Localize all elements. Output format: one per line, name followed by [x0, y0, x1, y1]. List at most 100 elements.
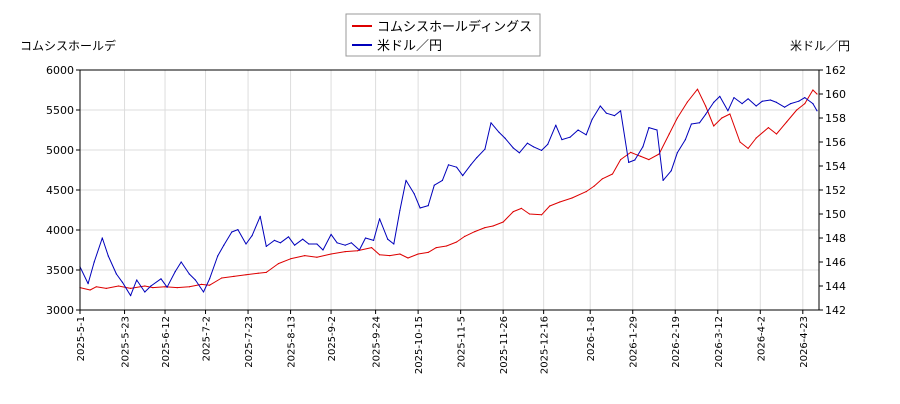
data-point-usdjpy: [294, 244, 296, 246]
data-point-stock: [816, 93, 818, 95]
data-point-stock: [601, 178, 604, 180]
data-point-stock: [200, 283, 203, 285]
data-point-usdjpy: [217, 255, 219, 257]
data-point-usdjpy: [399, 209, 401, 211]
data-point-stock: [427, 251, 429, 253]
data-point-stock: [188, 286, 190, 288]
data-point-stock: [316, 256, 318, 258]
x-tick-label: 2025-5-1: [76, 316, 87, 361]
data-point-usdjpy: [202, 291, 205, 293]
data-point-usdjpy: [279, 242, 281, 244]
data-point-usdjpy: [561, 139, 563, 141]
data-point-usdjpy: [330, 233, 332, 235]
data-point-usdjpy: [93, 261, 95, 263]
data-point-usdjpy: [130, 295, 132, 297]
legend-label-usdjpy: 米ドル／円: [377, 39, 442, 54]
data-point-usdjpy: [784, 106, 786, 108]
data-point-usdjpy: [115, 273, 117, 275]
data-point-usdjpy: [547, 143, 549, 145]
data-point-usdjpy: [812, 103, 814, 105]
data-point-usdjpy: [287, 236, 290, 238]
right-tick-label: 162: [825, 64, 846, 77]
x-tick-label: 2026-1-29: [629, 316, 640, 368]
data-point-stock: [593, 185, 595, 187]
data-point-stock: [812, 89, 814, 91]
data-point-stock: [541, 214, 543, 216]
x-tick-label: 2025-12-16: [540, 316, 551, 374]
right-tick-label: 142: [825, 304, 846, 317]
data-point-stock: [95, 286, 97, 288]
data-point-stock: [164, 286, 166, 288]
data-point-stock: [512, 211, 514, 213]
data-point-stock: [117, 285, 120, 287]
x-tick-label: 2026-4-23: [799, 316, 810, 368]
data-point-usdjpy: [698, 122, 701, 124]
data-point-usdjpy: [662, 179, 664, 181]
data-point-usdjpy: [555, 124, 557, 126]
data-point-usdjpy: [577, 129, 579, 131]
data-point-stock: [152, 287, 154, 289]
data-point-usdjpy: [719, 95, 721, 97]
data-point-stock: [676, 117, 678, 119]
data-point-usdjpy: [656, 129, 658, 131]
grid: [79, 69, 819, 311]
x-tick-label: 2025-11-5: [457, 316, 468, 368]
data-point-usdjpy: [237, 229, 239, 231]
x-tick-label: 2025-5-23: [121, 316, 132, 368]
data-point-usdjpy: [690, 123, 693, 125]
data-point-usdjpy: [798, 100, 800, 102]
data-point-stock: [407, 257, 409, 259]
data-point-usdjpy: [613, 115, 616, 117]
data-point-usdjpy: [188, 273, 190, 275]
left-tick-label: 3000: [46, 304, 74, 317]
right-tick-label: 154: [825, 160, 846, 173]
right-tick-label: 152: [825, 184, 846, 197]
left-tick-label: 3500: [46, 264, 74, 277]
data-point-usdjpy: [532, 146, 535, 148]
data-point-usdjpy: [302, 238, 304, 240]
data-point-stock: [721, 117, 723, 119]
data-point-usdjpy: [308, 243, 310, 245]
data-point-stock: [257, 272, 259, 274]
data-point-usdjpy: [231, 231, 233, 233]
right-tick-label: 156: [825, 136, 846, 149]
data-point-usdjpy: [470, 164, 472, 166]
data-point-stock: [304, 255, 306, 257]
data-point-usdjpy: [194, 279, 196, 281]
data-point-usdjpy: [427, 205, 429, 207]
data-point-stock: [520, 207, 523, 209]
data-point-stock: [330, 253, 332, 255]
data-point-usdjpy: [620, 110, 622, 112]
data-point-usdjpy: [447, 164, 450, 166]
data-point-usdjpy: [605, 112, 608, 114]
data-point-stock: [176, 287, 178, 289]
x-tick-label: 2026-3-12: [714, 316, 725, 368]
data-point-stock: [492, 225, 494, 227]
data-point-stock: [389, 255, 391, 257]
data-point-stock: [464, 235, 466, 237]
data-point-stock: [130, 287, 132, 289]
data-point-usdjpy: [484, 148, 486, 150]
data-point-stock: [630, 151, 632, 153]
x-tick-label: 2025-11-26: [499, 316, 510, 374]
data-point-usdjpy: [174, 271, 176, 273]
x-tick-label: 2026-2-19: [671, 316, 682, 368]
data-point-usdjpy: [476, 157, 478, 159]
right-tick-label: 150: [825, 208, 846, 221]
x-tick-label: 2025-8-13: [287, 316, 298, 368]
data-point-stock: [729, 113, 731, 115]
series-layer: [79, 88, 818, 297]
data-point-usdjpy: [569, 136, 571, 138]
data-point-stock: [144, 285, 146, 287]
data-point-usdjpy: [373, 239, 375, 241]
data-point-usdjpy: [684, 139, 687, 141]
data-point-usdjpy: [107, 255, 109, 257]
data-point-stock: [456, 241, 458, 243]
data-point-stock: [277, 263, 279, 265]
data-point-usdjpy: [498, 131, 500, 133]
legend: コムシスホールディングス 米ドル／円: [345, 13, 541, 57]
data-point-usdjpy: [379, 218, 381, 220]
data-point-stock: [747, 147, 749, 149]
data-point-usdjpy: [405, 179, 407, 181]
